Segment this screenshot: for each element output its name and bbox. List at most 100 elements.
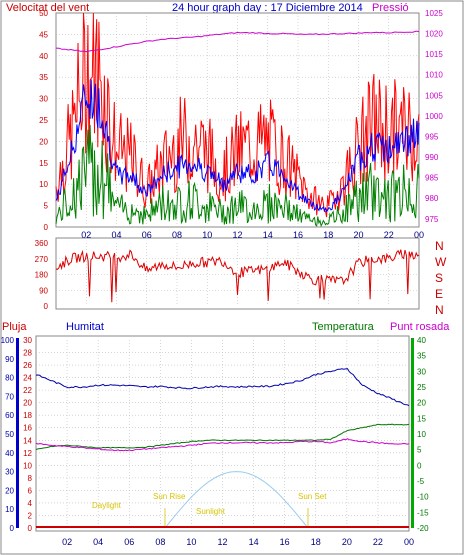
rain-tick-label: 70: [5, 392, 14, 401]
humidity-tick-label: 4: [28, 499, 33, 508]
humidity-tick-label: 14: [23, 436, 32, 445]
wind-x-tick-label: 22: [384, 230, 394, 240]
dewpoint-series: [35, 438, 410, 452]
humidity-tick-label: 2: [28, 511, 33, 520]
sun-set-label: Sun Set: [298, 492, 327, 501]
wind-x-tick-label: 04: [111, 230, 121, 240]
rain-tick-label: 50: [5, 430, 14, 439]
temperature-label: Temperatura: [312, 321, 375, 333]
wind-speed-title: Velocitat del vent: [6, 2, 89, 14]
temperature-series: [35, 423, 410, 450]
humidity-tick-label: 16: [23, 424, 32, 433]
bottom-x-tick-label: 00: [404, 537, 414, 547]
rain-tick-label: 30: [5, 468, 14, 477]
daylight-label: Daylight: [92, 501, 122, 510]
rain-label: Pluja: [2, 321, 27, 333]
chart-marks: 0510152025303540455097598098599099510001…: [1, 9, 444, 547]
wind-x-tick-label: 10: [202, 230, 212, 240]
temperature-tick-label: -20: [417, 524, 429, 533]
direction-letter-n-bottom: N: [435, 303, 444, 317]
humidity-tick-label: 18: [23, 411, 32, 420]
wind-tick-label: 5: [44, 202, 49, 211]
rain-axis-bar: [16, 338, 19, 528]
direction-letter-w: W: [435, 255, 447, 269]
humidity-tick-label: 10: [23, 461, 32, 470]
humidity-series: [35, 368, 410, 407]
pressure-tick-label: 980: [425, 194, 439, 203]
rain-tick-label: 20: [5, 486, 14, 495]
wind-x-tick-label: 12: [232, 230, 242, 240]
direction-letter-n-top: N: [435, 239, 444, 253]
bottom-x-tick-label: 08: [155, 537, 165, 547]
wind-direction-series: [55, 249, 420, 303]
bottom-x-tick-label: 22: [373, 537, 383, 547]
direction-letter-e: E: [435, 287, 443, 301]
pressure-series: [55, 30, 420, 53]
temperature-tick-label: 25: [417, 383, 426, 392]
dewpoint-label: Punt rosada: [390, 321, 450, 333]
chart-title: 24 hour graph day : 17 Diciembre 2014: [172, 2, 363, 14]
wind-tick-label: 30: [39, 95, 48, 104]
rain-tick-label: 10: [5, 505, 14, 514]
temperature-tick-label: 10: [417, 430, 426, 439]
direction-letter-s: S: [435, 271, 443, 285]
humidity-tick-label: 22: [23, 386, 32, 395]
wind-average-series: [55, 79, 420, 213]
wind-x-tick-label: 18: [323, 230, 333, 240]
sunlight-label: Sunlight: [196, 507, 226, 516]
wind-low-series: [55, 124, 420, 228]
wind-tick-label: 0: [44, 223, 49, 232]
pressure-tick-label: 975: [425, 215, 439, 224]
humidity-tick-label: 28: [23, 349, 32, 358]
pressure-tick-label: 985: [425, 174, 439, 183]
bottom-x-tick-label: 20: [342, 537, 352, 547]
wind-x-tick-label: 08: [172, 230, 182, 240]
wind-x-tick-label: 16: [293, 230, 303, 240]
wind-tick-label: 50: [39, 9, 48, 18]
bottom-x-tick-label: 12: [217, 537, 227, 547]
pressure-tick-label: 995: [425, 132, 439, 141]
pressure-tick-label: 1015: [425, 50, 443, 59]
humidity-tick-label: 8: [28, 474, 33, 483]
temperature-tick-label: 30: [417, 367, 426, 376]
temperature-tick-label: 20: [417, 399, 426, 408]
bottom-x-tick-label: 18: [311, 537, 321, 547]
humidity-tick-label: 0: [28, 524, 33, 533]
bottom-x-tick-label: 06: [124, 537, 134, 547]
rain-tick-label: 60: [5, 411, 14, 420]
pressure-tick-label: 1020: [425, 30, 443, 39]
pressure-tick-label: 1000: [425, 112, 443, 121]
direction-panel-frame: [55, 237, 420, 310]
wind-tick-label: 40: [39, 52, 48, 61]
direction-tick-label: 360: [35, 239, 49, 248]
temperature-tick-label: 0: [417, 461, 422, 470]
wind-tick-label: 20: [39, 137, 48, 146]
temperature-tick-label: 40: [417, 336, 426, 345]
pressure-tick-label: 1010: [425, 71, 443, 80]
direction-tick-label: 270: [35, 255, 49, 264]
bottom-x-tick-label: 14: [249, 537, 259, 547]
pressure-tick-label: 990: [425, 153, 439, 162]
bottom-x-tick-label: 02: [62, 537, 72, 547]
direction-tick-label: 0: [44, 302, 49, 311]
humidity-tick-label: 30: [23, 336, 32, 345]
rain-tick-label: 80: [5, 374, 14, 383]
bottom-x-tick-label: 10: [186, 537, 196, 547]
bottom-x-tick-label: 16: [280, 537, 290, 547]
rain-tick-label: 0: [10, 524, 15, 533]
temperature-tick-label: 15: [417, 414, 426, 423]
direction-tick-label: 90: [39, 286, 48, 295]
temperature-tick-label: -10: [417, 493, 429, 502]
pressure-tick-label: 1005: [425, 91, 443, 100]
wind-x-tick-label: 20: [353, 230, 363, 240]
wind-tick-label: 15: [39, 159, 48, 168]
humidity-tick-label: 6: [28, 486, 33, 495]
rain-tick-label: 40: [5, 449, 14, 458]
wind-tick-label: 25: [39, 116, 48, 125]
wind-x-tick-label: 06: [142, 230, 152, 240]
humidity-tick-label: 24: [23, 374, 32, 383]
pressure-title: Pressió: [372, 2, 409, 14]
wind-x-tick-label: 00: [414, 230, 424, 240]
